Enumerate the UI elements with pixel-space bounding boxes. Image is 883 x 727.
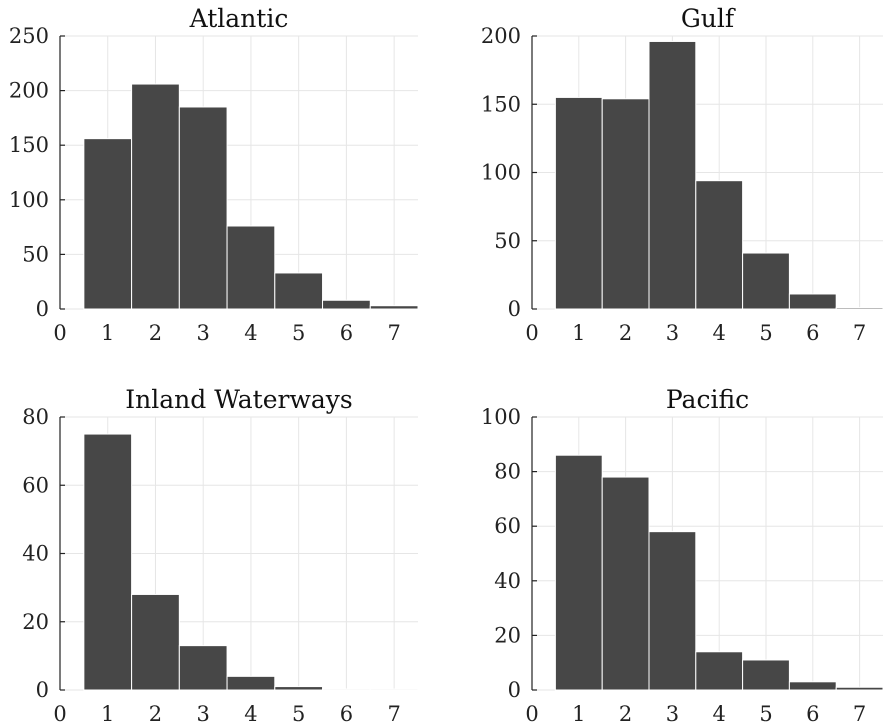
histogram-bar	[274, 272, 324, 310]
x-tick-label: 0	[525, 321, 538, 345]
histogram-bar	[83, 433, 133, 691]
y-tick-label: 60	[22, 473, 49, 497]
x-tick-label: 3	[666, 702, 679, 726]
y-tick-label: 0	[36, 297, 49, 321]
y-tick-label: 200	[9, 79, 49, 103]
chart-title: Inland Waterways	[125, 385, 352, 414]
x-tick-label: 2	[619, 702, 632, 726]
x-tick-label: 5	[759, 321, 772, 345]
y-tick-label: 20	[494, 623, 521, 647]
histogram-bar	[178, 645, 228, 691]
histogram-bar	[695, 651, 744, 691]
x-tick-label: 2	[619, 321, 632, 345]
histogram-bar	[274, 686, 324, 691]
x-tick-label: 5	[759, 702, 772, 726]
histogram-bar	[601, 98, 650, 310]
y-tick-label: 250	[9, 24, 49, 48]
y-tick-label: 0	[508, 297, 521, 321]
chart-panel-1: 0 50 100 150 200 250 0 1 2 3 4 5 6 7 Atlantic	[9, 4, 419, 345]
histogram-bar	[322, 299, 371, 310]
y-tick-label: 60	[494, 514, 521, 538]
histogram-bar	[554, 96, 603, 310]
x-tick-label: 3	[666, 321, 679, 345]
histogram-bar	[226, 675, 276, 691]
histogram-bar	[835, 307, 883, 310]
x-tick-label: 7	[853, 702, 866, 726]
y-tick-label: 150	[481, 92, 521, 116]
y-tick-label: 150	[9, 133, 49, 157]
histogram-bar	[83, 138, 133, 310]
histogram-bar	[788, 681, 837, 691]
x-tick-label: 0	[53, 702, 66, 726]
x-tick-label: 1	[572, 321, 585, 345]
y-tick-label: 200	[481, 24, 521, 48]
histogram-bar	[131, 593, 180, 691]
x-tick-label: 5	[292, 702, 305, 726]
x-tick-label: 0	[53, 321, 66, 345]
y-tick-label: 50	[22, 242, 49, 266]
histogram-bar	[695, 180, 744, 310]
x-tick-label: 2	[149, 702, 162, 726]
histogram-bar	[369, 305, 419, 310]
y-tick-label: 100	[481, 161, 521, 185]
y-tick-label: 50	[494, 229, 521, 253]
y-tick-label: 40	[494, 569, 521, 593]
chart-panel-4: 0 20 40 60 80 100 0 1 2 3 4 5 6 7 Pacific	[481, 385, 883, 726]
histogram-bar	[322, 688, 371, 691]
histogram-bar	[835, 686, 883, 691]
x-tick-label: 1	[101, 702, 114, 726]
histogram-bar	[788, 293, 837, 310]
x-tick-label: 7	[853, 321, 866, 345]
histogram-bar	[648, 531, 697, 691]
x-tick-label: 3	[197, 321, 210, 345]
x-tick-label: 1	[572, 702, 585, 726]
x-tick-label: 7	[387, 702, 400, 726]
y-tick-label: 100	[481, 405, 521, 429]
x-tick-label: 5	[292, 321, 305, 345]
y-tick-label: 0	[36, 678, 49, 702]
chart-title: Atlantic	[189, 4, 289, 33]
x-tick-label: 1	[101, 321, 114, 345]
histogram-bar	[742, 659, 790, 691]
histogram-bar	[178, 106, 228, 310]
x-tick-label: 6	[806, 702, 819, 726]
x-tick-label: 4	[244, 702, 257, 726]
chart-title: Pacific	[666, 385, 749, 414]
x-tick-label: 3	[197, 702, 210, 726]
histogram-bar	[554, 454, 603, 691]
y-tick-label: 20	[22, 610, 49, 634]
y-tick-label: 80	[494, 460, 521, 484]
y-tick-label: 40	[22, 542, 49, 566]
chart-panel-3: 0 20 40 60 80 0 1 2 3 4 5 6 7 Inland Waterways	[22, 385, 419, 726]
histogram-bar	[648, 40, 697, 310]
x-tick-label: 7	[387, 321, 400, 345]
x-tick-label: 4	[713, 702, 726, 726]
x-tick-label: 6	[340, 321, 353, 345]
x-tick-label: 0	[525, 702, 538, 726]
x-tick-label: 2	[149, 321, 162, 345]
x-tick-label: 6	[340, 702, 353, 726]
y-tick-label: 100	[9, 188, 49, 212]
histogram-bar	[131, 83, 180, 310]
y-tick-label: 80	[22, 405, 49, 429]
x-tick-label: 4	[244, 321, 257, 345]
histogram-bar	[601, 476, 650, 691]
histogram-bar	[742, 252, 790, 310]
y-tick-label: 0	[508, 678, 521, 702]
x-tick-label: 6	[806, 321, 819, 345]
histogram-bar	[369, 688, 419, 691]
chart-title: Gulf	[681, 4, 736, 33]
histogram-bar	[226, 225, 276, 310]
chart-panel-2: 0 50 100 150 200 0 1 2 3 4 5 6 7 Gulf	[481, 4, 883, 345]
x-tick-label: 4	[713, 321, 726, 345]
